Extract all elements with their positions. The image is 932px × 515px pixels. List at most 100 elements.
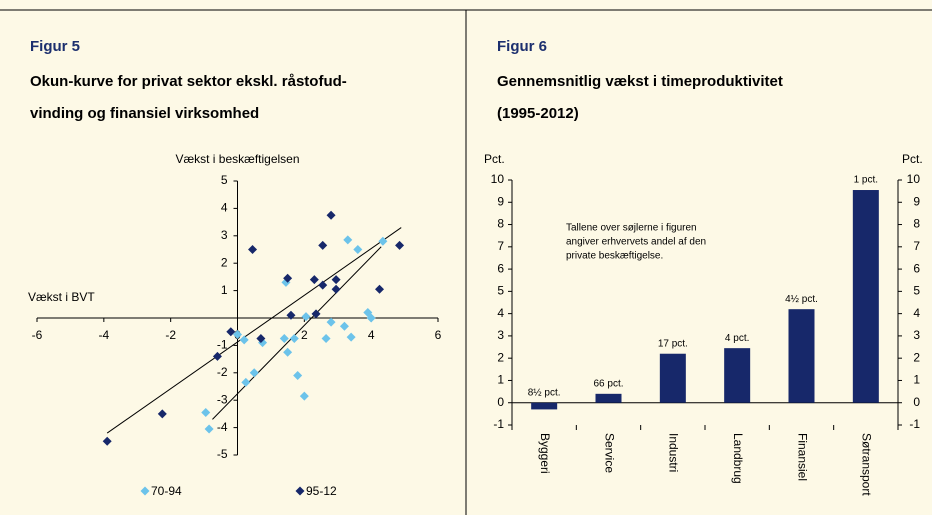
x-tick-label: Finansiel — [795, 433, 809, 481]
y2-axis-label: Pct. — [902, 152, 923, 166]
x-tick-label: -2 — [165, 328, 176, 342]
scatter-point — [299, 391, 309, 401]
scatter-point — [375, 284, 385, 294]
scatter-point — [321, 334, 331, 344]
y2-tick-label: 4 — [913, 306, 920, 320]
chart-title: Gennemsnitlig vækst i timeproduktivitet — [497, 73, 783, 90]
scatter-point — [311, 309, 321, 319]
scatter-point — [102, 436, 112, 446]
y-tick-label: 2 — [221, 255, 228, 269]
y-tick-label: 2 — [497, 350, 504, 364]
scatter-point — [241, 377, 251, 387]
y-tick-label: 5 — [497, 284, 504, 298]
scatter-point — [233, 329, 242, 339]
x-tick-label: -4 — [98, 328, 109, 342]
bar — [595, 393, 622, 403]
scatter-point — [378, 236, 388, 246]
bar-annotation: 66 pct. — [593, 378, 623, 389]
bar — [531, 402, 558, 410]
legend-marker — [140, 486, 150, 496]
scatter-point — [283, 273, 293, 283]
annotation: Tallene over søjlerne i figuren — [566, 223, 697, 234]
y2-tick-label: 9 — [913, 194, 920, 208]
scatter-point — [283, 347, 293, 357]
legend-label: 70-94 — [151, 484, 182, 498]
bar-annotation: 1 pct. — [854, 175, 878, 186]
y2-tick-label: 2 — [913, 350, 920, 364]
scatter-point — [301, 312, 311, 322]
scatter-point — [248, 245, 258, 254]
scatter-point — [201, 408, 211, 418]
x-tick-label: Landbrug — [731, 433, 745, 484]
figure-label: Figur 5 — [30, 38, 80, 55]
scatter-point — [157, 409, 167, 419]
y2-tick-label: 10 — [907, 172, 921, 186]
x-tick-label: Service — [602, 433, 616, 473]
y-tick-label: 7 — [497, 239, 504, 253]
scatter-point — [226, 327, 236, 337]
scatter-point — [289, 334, 299, 344]
y-tick-label: -4 — [217, 420, 228, 434]
scatter-point — [346, 332, 356, 342]
bar — [659, 353, 686, 403]
y-tick-label: 10 — [491, 172, 505, 186]
chart-title: (1995-2012) — [497, 105, 579, 122]
y-tick-label: -3 — [217, 392, 228, 406]
x-tick-label: -6 — [32, 328, 43, 342]
y-axis-label: Pct. — [484, 152, 505, 166]
scatter-point — [331, 275, 341, 285]
scatter-point — [366, 313, 376, 323]
trend-line — [212, 246, 382, 420]
bar-annotation: 8½ pct. — [528, 387, 561, 398]
scatter-point — [326, 210, 336, 220]
bar — [788, 309, 815, 403]
x-tick-label: 6 — [435, 328, 442, 342]
x-tick-label: Søtransport — [860, 433, 874, 496]
x-axis-label: Vækst i BVT — [28, 290, 95, 304]
scatter-point — [256, 334, 266, 344]
annotation: private beskæftigelse. — [566, 251, 663, 262]
y-tick-label: 3 — [221, 228, 228, 242]
scatter-point — [318, 280, 328, 290]
y-tick-label: 8 — [497, 217, 504, 231]
bar — [852, 190, 879, 403]
scatter-point — [343, 235, 353, 245]
scatter-point — [293, 371, 303, 381]
y-tick-label: 0 — [497, 395, 504, 409]
y-tick-label: -1 — [217, 338, 228, 352]
y2-tick-label: 6 — [913, 261, 920, 275]
y-tick-label: -5 — [217, 447, 228, 461]
bar-annotation: 17 pct. — [658, 338, 688, 349]
chart-title: vinding og finansiel virksomhed — [30, 105, 259, 122]
y-tick-label: 4 — [221, 201, 228, 215]
y-axis-label: Vækst i beskæftigelsen — [175, 152, 299, 166]
x-tick-label: Byggeri — [538, 433, 552, 474]
y-tick-label: 3 — [497, 328, 504, 342]
bar — [724, 348, 751, 403]
scatter-point — [395, 240, 405, 250]
scatter-point — [286, 310, 296, 320]
x-tick-label: 4 — [368, 328, 375, 342]
scatter-point — [249, 368, 259, 378]
y-tick-label: 1 — [221, 283, 228, 297]
x-tick-label: 2 — [301, 328, 308, 342]
y2-tick-label: 5 — [913, 284, 920, 298]
bar-annotation: 4 pct. — [725, 333, 749, 344]
y-tick-label: 1 — [497, 373, 504, 387]
figure-label: Figur 6 — [497, 38, 547, 55]
scatter-point — [212, 351, 222, 361]
legend-marker — [295, 486, 305, 496]
scatter-point — [309, 275, 319, 285]
y2-tick-label: 7 — [913, 239, 920, 253]
legend-label: 95-12 — [306, 484, 337, 498]
y-tick-label: -2 — [217, 365, 228, 379]
scatter-point — [318, 240, 328, 250]
y2-tick-label: 3 — [913, 328, 920, 342]
y-tick-label: 9 — [497, 194, 504, 208]
y-tick-label: 4 — [497, 306, 504, 320]
x-tick-label: Industri — [667, 433, 681, 472]
y2-tick-label: 0 — [913, 395, 920, 409]
bar-annotation: 4½ pct. — [785, 294, 818, 305]
y2-tick-label: 1 — [913, 373, 920, 387]
